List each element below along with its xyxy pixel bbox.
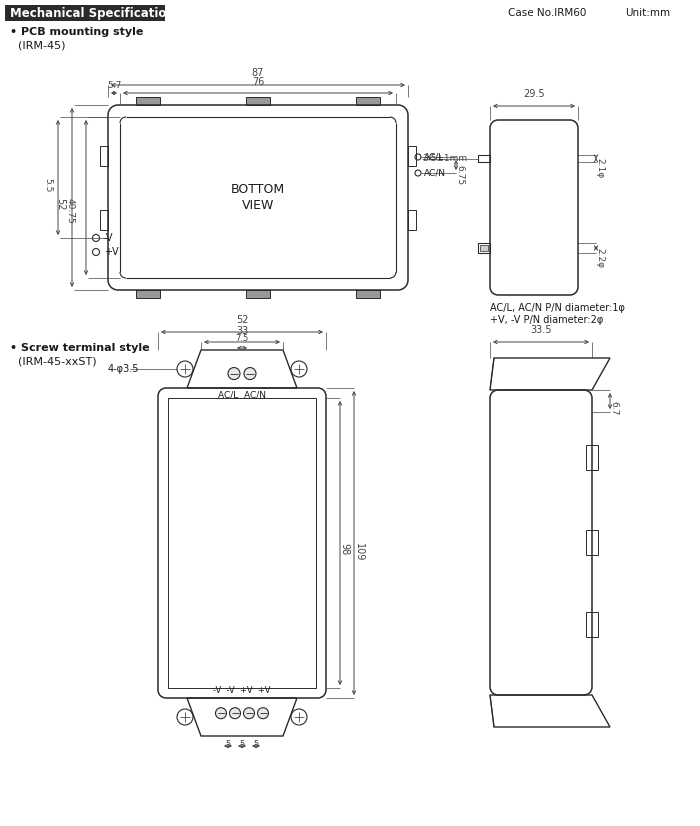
Text: +V, -V P/N diameter:2φ: +V, -V P/N diameter:2φ: [490, 315, 603, 325]
Bar: [408, 145, 416, 166]
Text: 87: 87: [252, 68, 264, 78]
Text: 5: 5: [225, 740, 230, 749]
Bar: [136, 97, 160, 105]
Text: 52: 52: [236, 315, 248, 325]
Text: 5: 5: [239, 740, 244, 749]
Bar: [100, 211, 108, 230]
Bar: [246, 290, 270, 298]
Bar: [478, 243, 490, 253]
Text: (IRM-45): (IRM-45): [18, 40, 66, 50]
Text: 76: 76: [252, 77, 264, 87]
Text: (IRM-45-xxST): (IRM-45-xxST): [18, 357, 97, 367]
Text: Unit:mm: Unit:mm: [625, 8, 670, 18]
Bar: [246, 97, 270, 105]
Text: 52: 52: [55, 197, 65, 210]
Circle shape: [244, 708, 255, 719]
Text: 5.5: 5.5: [43, 178, 52, 192]
Bar: [356, 290, 380, 298]
Text: • Screw terminal style: • Screw terminal style: [10, 343, 150, 353]
Text: 2.1φ: 2.1φ: [596, 159, 605, 178]
Text: 40.75: 40.75: [66, 197, 74, 223]
Text: 29.5: 29.5: [523, 89, 545, 99]
Bar: [586, 612, 598, 638]
Bar: [480, 245, 488, 251]
Text: 5.7: 5.7: [107, 81, 121, 90]
Circle shape: [216, 708, 227, 719]
Text: 4-φ3.5: 4-φ3.5: [108, 364, 139, 374]
Circle shape: [230, 708, 241, 719]
Text: VIEW: VIEW: [241, 199, 274, 212]
Bar: [478, 155, 490, 162]
Text: AC/N: AC/N: [424, 169, 446, 178]
Circle shape: [244, 368, 256, 380]
Text: 5: 5: [253, 740, 258, 749]
Text: 109: 109: [354, 543, 364, 562]
Text: 7.5: 7.5: [235, 334, 248, 343]
Text: 98: 98: [339, 543, 349, 555]
Text: 33: 33: [236, 326, 248, 336]
Text: Case No.IRM60: Case No.IRM60: [508, 8, 587, 18]
Bar: [408, 211, 416, 230]
Text: Mechanical Specification: Mechanical Specification: [10, 7, 175, 20]
Text: 6.75: 6.75: [456, 165, 465, 185]
Circle shape: [258, 708, 269, 719]
Text: AC/L, AC/N P/N diameter:1φ: AC/L, AC/N P/N diameter:1φ: [490, 303, 625, 313]
Bar: [168, 398, 316, 688]
Text: AC/L  AC/N: AC/L AC/N: [218, 391, 266, 400]
Bar: [100, 145, 108, 166]
Text: -V  -V  +V  +V: -V -V +V +V: [214, 686, 271, 695]
Text: AC/L: AC/L: [424, 153, 444, 162]
Text: • PCB mounting style: • PCB mounting style: [10, 27, 144, 37]
Text: 33.5: 33.5: [531, 325, 552, 335]
Text: 3.5±1mm: 3.5±1mm: [422, 154, 467, 163]
Bar: [136, 290, 160, 298]
Bar: [356, 97, 380, 105]
Text: +V: +V: [104, 247, 118, 257]
Bar: [586, 444, 598, 470]
Bar: [5, 5, 165, 21]
Circle shape: [228, 368, 240, 380]
Bar: [586, 530, 598, 555]
Text: 6.7: 6.7: [610, 401, 619, 415]
Text: 2.2φ: 2.2φ: [596, 248, 605, 268]
Text: BOTTOM: BOTTOM: [231, 183, 285, 196]
Text: -V: -V: [104, 233, 113, 243]
